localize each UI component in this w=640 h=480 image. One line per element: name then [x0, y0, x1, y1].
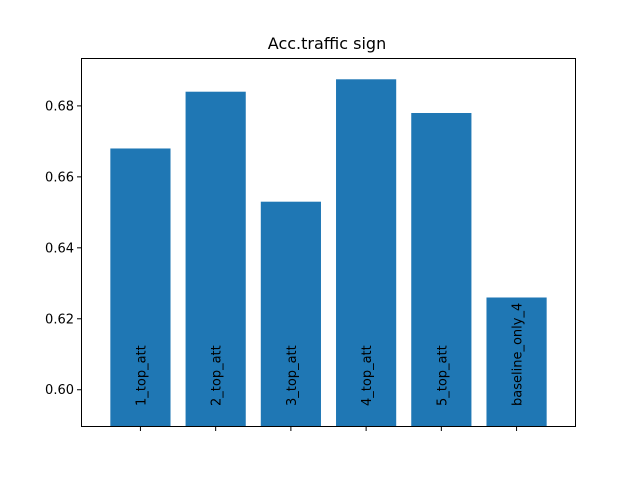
- y-tick-label-0.62: 0.62: [45, 312, 74, 327]
- plot-frame: [81, 58, 576, 427]
- bar-3_top_att: [260, 201, 321, 427]
- bar-2_top_att: [185, 91, 246, 428]
- y-axis: 0.60 0.62 0.64 0.66 0.68: [45, 99, 81, 398]
- y-tick-label-0.64: 0.64: [45, 241, 74, 256]
- bar-label-3_top_att: 3_top_att: [285, 345, 300, 406]
- chart-title: Acc.traffic sign: [268, 34, 386, 53]
- bar-5_top_att: [411, 112, 472, 428]
- bar-label-2_top_att: 2_top_att: [210, 345, 225, 406]
- bar-4_top_att: [336, 79, 397, 428]
- x-axis: [139, 427, 518, 431]
- bar-label-5_top_att: 5_top_att: [435, 345, 450, 406]
- bar-label-baseline_only_4: baseline_only_4: [511, 303, 526, 406]
- bars-group: 1_top_att 2_top_att 3_top_att 4_top_att 5_to…: [110, 79, 547, 428]
- bar-1_top_att: [110, 148, 171, 428]
- y-tick-label-0.66: 0.66: [45, 170, 74, 185]
- bar-baseline_only_4: [486, 297, 547, 427]
- y-tick-label-0.60: 0.60: [45, 383, 74, 398]
- bar-label-4_top_att: 4_top_att: [360, 345, 375, 406]
- y-tick-label-0.68: 0.68: [45, 99, 74, 114]
- bar-label-1_top_att: 1_top_att: [134, 345, 149, 406]
